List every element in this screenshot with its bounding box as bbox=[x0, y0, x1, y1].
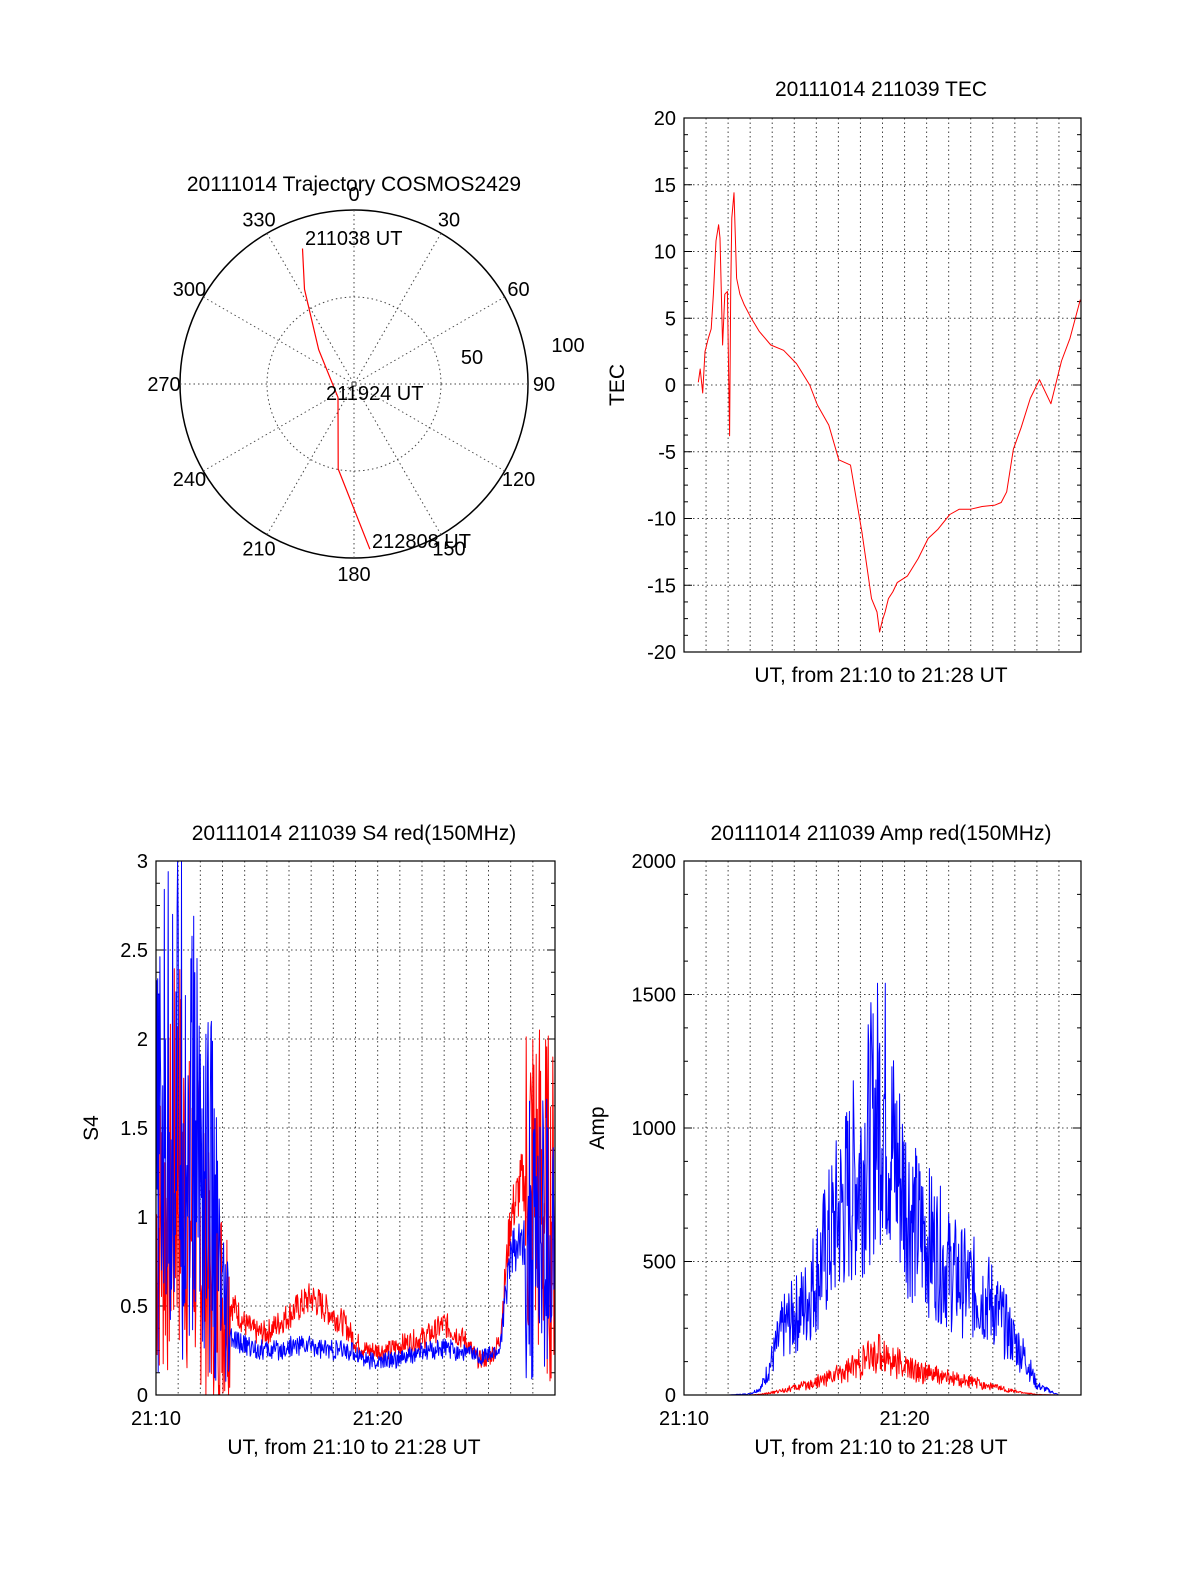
amp-title: 20111014 211039 Amp red(150MHz) bbox=[711, 822, 1052, 845]
s4-xlabel: UT, from 21:10 to 21:28 UT bbox=[227, 1436, 480, 1459]
polar-angle-label: 240 bbox=[173, 469, 206, 491]
amp-ytick-label: 500 bbox=[643, 1252, 676, 1274]
s4-series-line bbox=[155, 968, 556, 1396]
tec-ytick-label: 0 bbox=[665, 375, 676, 397]
polar-radial-label: 50 bbox=[461, 347, 483, 369]
tec-ytick-label: 15 bbox=[654, 175, 676, 197]
s4-ytick-label: 1.5 bbox=[120, 1118, 148, 1140]
amp-xtick-label: 21:20 bbox=[880, 1408, 930, 1430]
tec-grid bbox=[684, 118, 1081, 652]
polar-angle-label: 300 bbox=[173, 279, 206, 301]
polar-angle-label: 60 bbox=[507, 279, 529, 301]
s4-ytick-label: 2 bbox=[137, 1029, 148, 1051]
amp-xtick-label: 21:10 bbox=[659, 1408, 709, 1430]
amp-ytick-label: 0 bbox=[665, 1385, 676, 1407]
tec-ytick-label: -5 bbox=[658, 442, 676, 464]
s4-grid bbox=[156, 861, 555, 1395]
amp-panel: 20111014 211039 Amp red(150MHz) 2000 1500… bbox=[586, 822, 1082, 1459]
polar-angle-label: 150 bbox=[432, 539, 465, 561]
tec-ytick-label: 10 bbox=[654, 242, 676, 264]
amp-ticks: 2000 1500 1000 500 021:10 21:20 bbox=[632, 851, 1081, 1430]
tec-ticks: 20 15 10 5 0 -5 -10 -15 -20 bbox=[647, 108, 1081, 664]
polar-angle-label: 330 bbox=[242, 209, 275, 231]
s4-ytick-label: 1 bbox=[137, 1207, 148, 1229]
amp-ytick-label: 2000 bbox=[632, 851, 677, 873]
tec-ytick-label: -10 bbox=[647, 509, 676, 531]
trajectory-line bbox=[301, 248, 371, 550]
s4-frame bbox=[155, 860, 556, 1396]
s4-xtick-label: 21:20 bbox=[353, 1408, 403, 1430]
polar-angle-label: 120 bbox=[502, 469, 535, 491]
polar-angle-label: 0 bbox=[348, 184, 359, 206]
polar-angle-labels: 0 30 60 90 120 150 180 210 240 270 300 330 bbox=[147, 184, 555, 586]
tec-frame bbox=[683, 117, 1082, 653]
polar-angle-label: 90 bbox=[533, 374, 555, 396]
polar-radial-label: 100 bbox=[551, 335, 584, 357]
s4-ytick-label: 0 bbox=[137, 1385, 148, 1407]
polar-grid bbox=[179, 209, 529, 559]
amp-frame bbox=[683, 860, 1082, 1396]
s4-ylabel: S4 bbox=[80, 1115, 103, 1141]
tec-series bbox=[697, 192, 1081, 633]
tec-ytick-label: -20 bbox=[647, 642, 676, 664]
amp-grid bbox=[684, 861, 1081, 1395]
polar-angle-label: 270 bbox=[147, 374, 180, 396]
tec-panel: 20111014 211039 TEC 20151050-5-10-15-20 … bbox=[606, 78, 1082, 687]
tec-ylabel: TEC bbox=[606, 364, 629, 406]
polar-title: 20111014 Trajectory COSMOS2429 bbox=[187, 173, 521, 196]
s4-ytick-label: 0.5 bbox=[120, 1296, 148, 1318]
amp-ytick-label: 1000 bbox=[632, 1118, 677, 1140]
polar-annotation-end: 212808 UT bbox=[372, 531, 471, 553]
tec-title: 20111014 211039 TEC bbox=[775, 78, 987, 101]
amp-ylabel: Amp bbox=[586, 1106, 609, 1149]
polar-angle-label: 210 bbox=[242, 539, 275, 561]
tec-ytick-label: 20 bbox=[654, 108, 676, 130]
polar-panel: 20111014 Trajectory COSMOS2429 0 30 60 90 12… bbox=[147, 173, 584, 586]
s4-ytick-label: 3 bbox=[137, 851, 148, 873]
tec-ytick-label: -15 bbox=[647, 575, 676, 597]
s4-panel: 20111014 211039 S4 red(150MHz) 3 2.5 2 1.5 1… bbox=[80, 822, 556, 1459]
polar-angle-label: 180 bbox=[337, 564, 370, 586]
tec-xlabel: UT, from 21:10 to 21:28 UT bbox=[754, 664, 1007, 687]
amp-series bbox=[684, 982, 1081, 1396]
s4-series-line bbox=[155, 860, 556, 1382]
tec-series-line bbox=[697, 192, 1081, 633]
s4-title: 20111014 211039 S4 red(150MHz) bbox=[192, 822, 517, 845]
polar-annotation-start: 211038 UT bbox=[305, 228, 402, 250]
polar-radial-labels: 50 100 bbox=[461, 335, 585, 369]
tec-ytick-label: 5 bbox=[665, 308, 676, 330]
amp-ytick-label: 1500 bbox=[632, 985, 677, 1007]
polar-annotation-mid: 211924 UT bbox=[326, 383, 423, 405]
polar-angle-label: 30 bbox=[438, 209, 460, 231]
s4-series bbox=[155, 860, 556, 1396]
amp-series-line bbox=[684, 982, 1081, 1396]
polar-trajectory-series bbox=[301, 248, 371, 550]
s4-ytick-label: 2.5 bbox=[120, 940, 148, 962]
s4-xtick-label: 21:10 bbox=[131, 1408, 181, 1430]
amp-xlabel: UT, from 21:10 to 21:28 UT bbox=[754, 1436, 1007, 1459]
